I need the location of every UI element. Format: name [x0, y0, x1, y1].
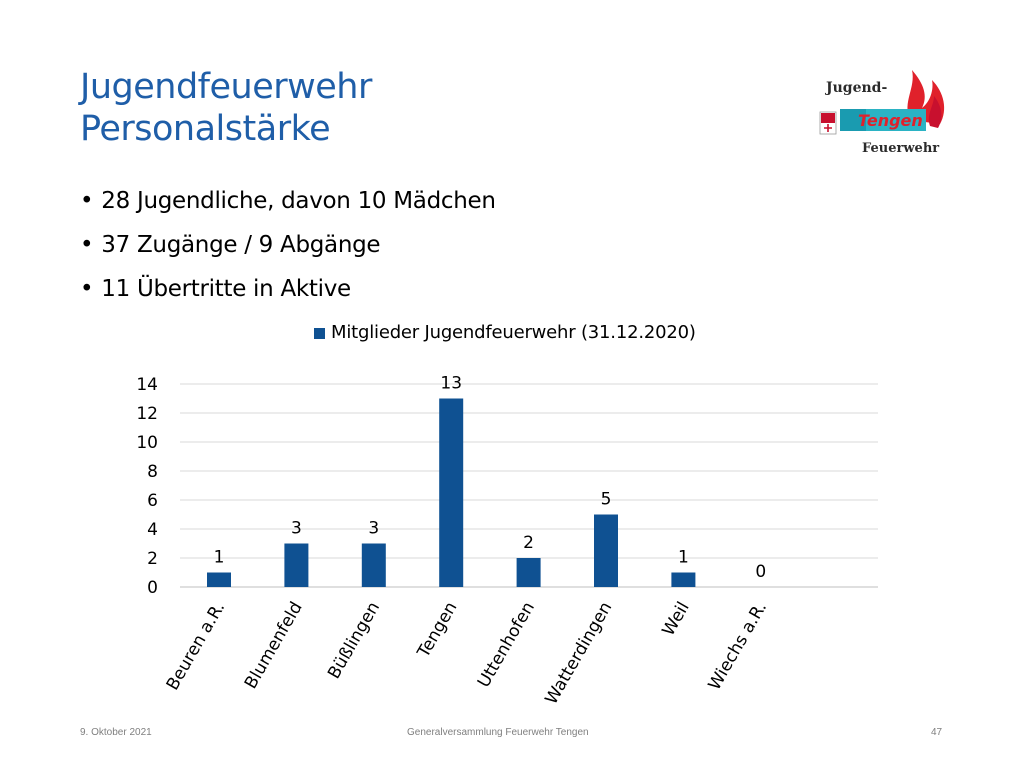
bullet-list: 28 Jugendliche, davon 10 Mädchen 37 Zugä… [80, 186, 496, 318]
logo-text-jugend: Jugend- [824, 80, 887, 96]
x-tick-label: Tengen [413, 599, 461, 662]
footer-page-number: 47 [931, 727, 943, 738]
bar [671, 572, 696, 587]
x-tick-label: Büßlingen [324, 599, 384, 683]
bar [207, 572, 231, 587]
data-label: 2 [523, 533, 534, 553]
data-label: 3 [368, 519, 379, 539]
x-tick-label: Weil [659, 599, 694, 640]
data-label: 3 [291, 519, 302, 539]
x-tick-label: Beuren a.R. [163, 599, 230, 694]
x-tick-label: Blumenfeld [241, 599, 307, 693]
slide-title: Jugendfeuerwehr Personalstärke [80, 66, 372, 150]
y-tick-label: 4 [147, 520, 158, 540]
bullet-item: 11 Übertritte in Aktive [80, 274, 496, 304]
bullet-item: 37 Zugänge / 9 Abgänge [80, 230, 496, 260]
y-tick-label: 2 [147, 549, 158, 569]
y-tick-label: 12 [136, 404, 158, 424]
footer-event: Generalversammlung Feuerwehr Tengen [407, 727, 589, 738]
y-tick-label: 8 [147, 462, 158, 482]
data-label: 0 [755, 562, 766, 582]
data-label: 5 [601, 490, 612, 510]
slide-title-line2: Personalstärke [80, 109, 331, 149]
y-tick-label: 14 [136, 375, 158, 395]
legend-label: Mitglieder Jugendfeuerwehr (31.12.2020) [331, 322, 696, 343]
bullet-item: 28 Jugendliche, davon 10 Mädchen [80, 186, 496, 216]
chart-legend: Mitglieder Jugendfeuerwehr (31.12.2020) [314, 322, 696, 344]
logo-text-tengen: Tengen [858, 111, 923, 130]
legend-swatch [314, 327, 325, 339]
data-label: 1 [214, 548, 225, 568]
jugendfeuerwehr-tengen-logo: Jugend- Tengen Feuerwehr [819, 70, 945, 156]
data-label: 13 [440, 374, 462, 394]
data-label: 1 [678, 548, 689, 568]
logo-text-feuerwehr: Feuerwehr [862, 141, 939, 156]
y-tick-label: 0 [147, 578, 158, 598]
y-tick-label: 10 [136, 433, 158, 453]
footer-date: 9. Oktober 2021 [80, 727, 152, 738]
bar [284, 543, 309, 587]
bar [594, 514, 618, 587]
x-tick-label: Watterdingen [542, 599, 617, 709]
bar [516, 558, 541, 587]
x-tick-label: Uttenhofen [474, 599, 539, 692]
slide-title-line1: Jugendfeuerwehr [80, 67, 372, 107]
bar [439, 398, 464, 587]
x-tick-label: Wiechs a.R. [705, 599, 772, 694]
bar [361, 543, 386, 587]
y-tick-label: 6 [147, 491, 158, 511]
